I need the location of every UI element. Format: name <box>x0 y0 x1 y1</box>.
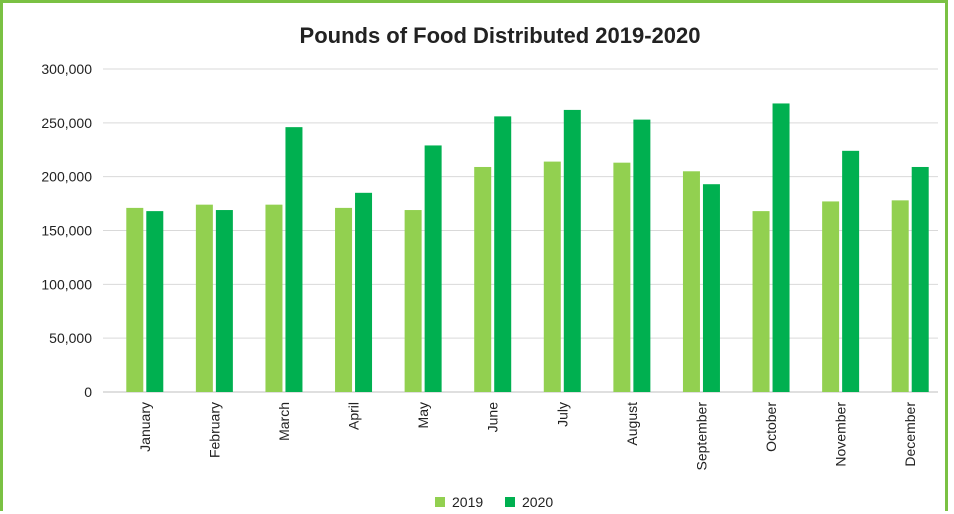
x-tick-label: June <box>485 402 501 433</box>
bar-2020-april <box>355 192 373 392</box>
bar-2020-march <box>285 127 303 392</box>
y-tick-label: 150,000 <box>41 223 92 239</box>
bar-2019-april <box>335 207 353 392</box>
legend: 2019 2020 <box>435 494 553 510</box>
bar-chart: Pounds of Food Distributed 2019-2020 0 50… <box>41 23 938 510</box>
x-tick-label: February <box>206 402 222 458</box>
bar-2019-october <box>752 211 770 392</box>
bar-2020-may <box>424 145 442 392</box>
x-tick-label: November <box>833 402 849 467</box>
bar-2019-january <box>126 207 144 392</box>
y-tick-label: 100,000 <box>41 276 92 292</box>
legend-swatch-2019 <box>435 497 445 507</box>
bar-2019-july <box>543 161 561 392</box>
bar-2019-june <box>474 166 492 392</box>
bar-2020-july <box>563 109 581 392</box>
bar-2019-september <box>682 171 700 392</box>
x-tick-label: April <box>346 402 362 430</box>
bar-2020-january <box>146 211 164 392</box>
x-tick-label: July <box>554 402 570 427</box>
bar-2019-may <box>404 210 422 392</box>
chart-title: Pounds of Food Distributed 2019-2020 <box>300 23 701 48</box>
bar-2020-october <box>772 103 790 392</box>
bars <box>126 103 929 392</box>
y-tick-label: 200,000 <box>41 169 92 185</box>
bar-2020-november <box>842 150 860 392</box>
gridlines <box>103 68 938 393</box>
bar-2019-march <box>265 204 283 392</box>
bar-2020-june <box>494 116 512 392</box>
x-axis-ticks: January February March April May June July Augu… <box>137 402 918 471</box>
bar-2019-august <box>613 162 631 392</box>
x-tick-label: September <box>693 402 709 471</box>
y-axis-ticks: 0 50,000 100,000 150,000 200,000 250,000 300,0… <box>41 61 92 400</box>
bar-2019-november <box>822 201 840 392</box>
x-tick-label: January <box>137 402 153 452</box>
bar-2019-december <box>891 200 909 392</box>
y-tick-label: 0 <box>84 384 92 400</box>
x-tick-label: August <box>624 402 640 446</box>
x-tick-label: December <box>902 402 918 467</box>
y-tick-label: 300,000 <box>41 61 92 77</box>
bar-2020-august <box>633 119 651 392</box>
x-tick-label: March <box>276 402 292 441</box>
legend-label-2020: 2020 <box>522 494 553 510</box>
legend-label-2019: 2019 <box>452 494 483 510</box>
bar-2020-september <box>702 184 720 392</box>
y-tick-label: 250,000 <box>41 115 92 131</box>
y-tick-label: 50,000 <box>49 330 92 346</box>
bar-2019-february <box>195 204 213 392</box>
legend-swatch-2020 <box>505 497 515 507</box>
x-tick-label: May <box>415 402 431 428</box>
bar-2020-december <box>911 166 929 392</box>
x-tick-label: October <box>763 402 779 452</box>
bar-2020-february <box>215 210 233 392</box>
